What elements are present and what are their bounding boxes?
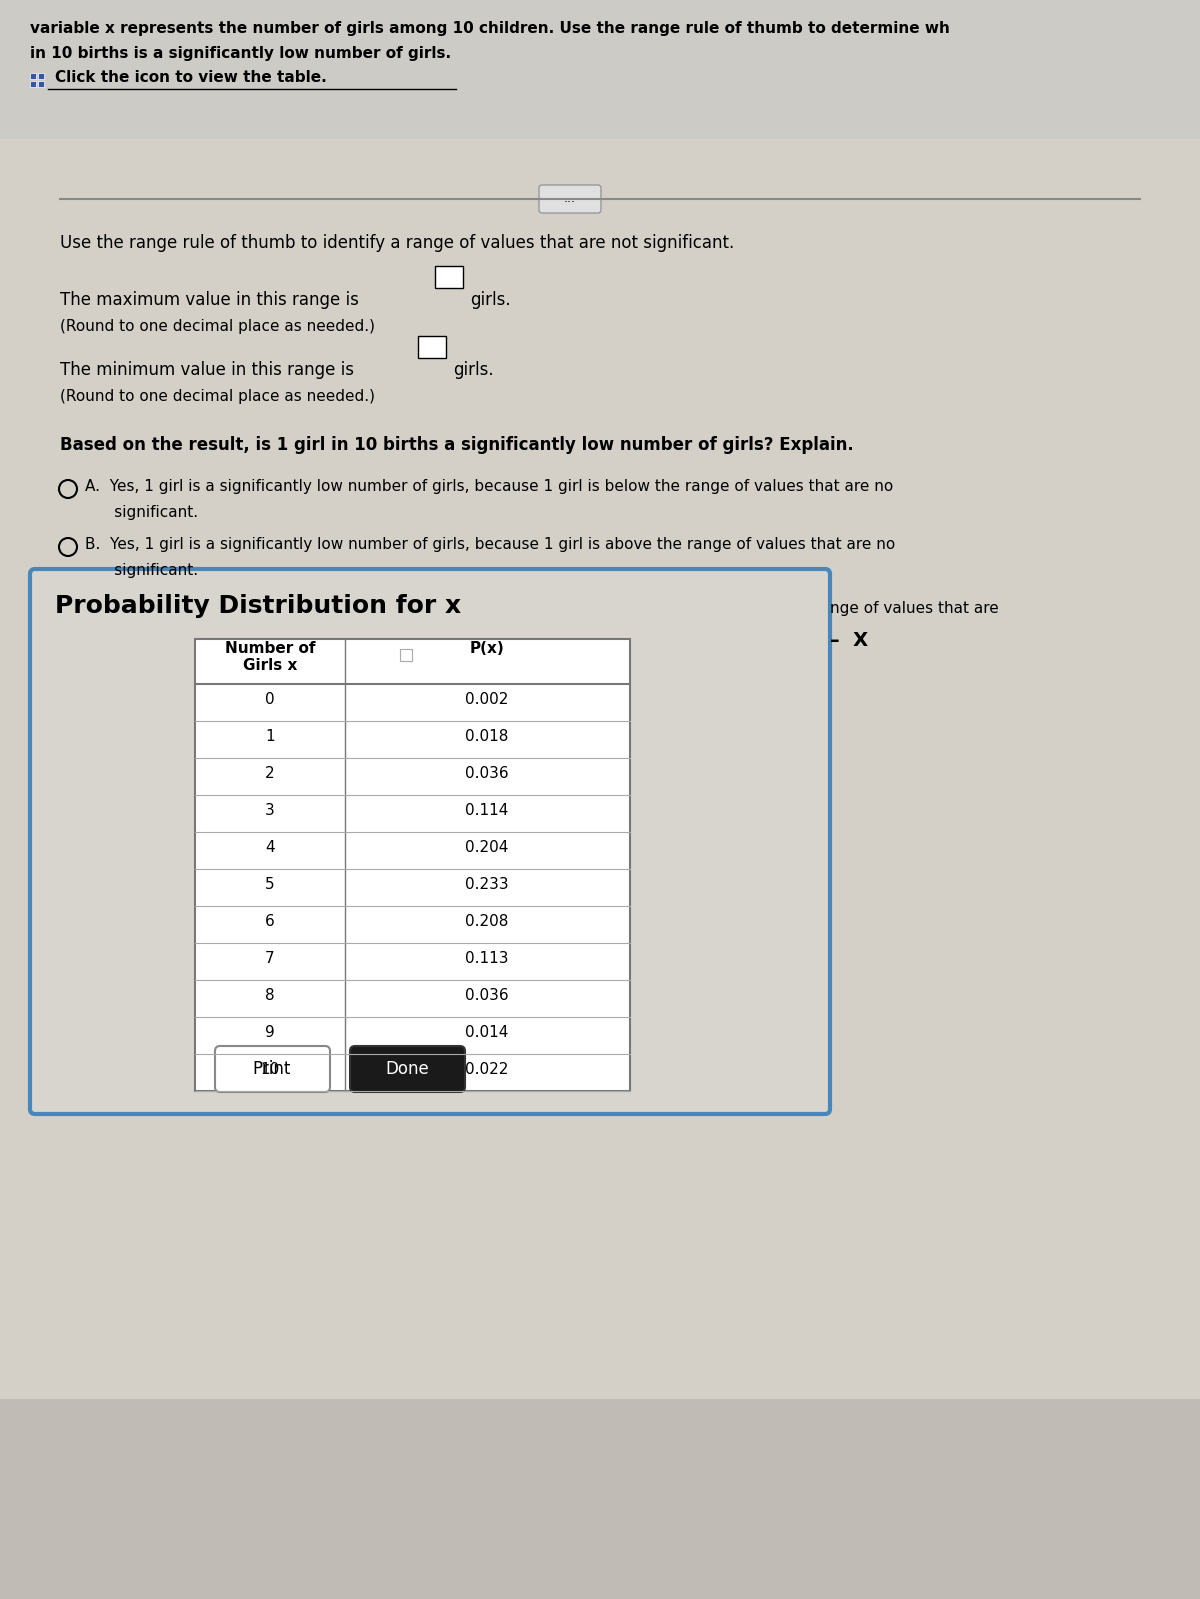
Text: nge of values that are: nge of values that are [830,601,998,616]
Text: Done: Done [385,1060,428,1078]
Text: 1: 1 [265,729,275,744]
FancyBboxPatch shape [30,569,830,1115]
Text: P(x): P(x) [469,641,504,656]
FancyBboxPatch shape [350,1046,466,1092]
Text: 6: 6 [265,915,275,929]
Text: 0: 0 [265,692,275,707]
FancyBboxPatch shape [539,185,601,213]
Text: Probability Distribution for x: Probability Distribution for x [55,593,461,617]
Text: girls.: girls. [470,291,511,309]
Text: 0.018: 0.018 [466,729,509,744]
FancyBboxPatch shape [38,82,44,86]
Text: (Round to one decimal place as needed.): (Round to one decimal place as needed.) [60,389,374,405]
Text: Print: Print [253,1060,292,1078]
Text: Click the icon to view the table.: Click the icon to view the table. [55,69,326,85]
Text: B.  Yes, 1 girl is a significantly low number of girls, because 1 girl is above : B. Yes, 1 girl is a significantly low nu… [85,537,895,552]
FancyBboxPatch shape [0,1399,1200,1599]
FancyBboxPatch shape [0,0,1200,139]
FancyBboxPatch shape [436,265,463,288]
FancyBboxPatch shape [194,640,630,1091]
Text: A.  Yes, 1 girl is a significantly low number of girls, because 1 girl is below : A. Yes, 1 girl is a significantly low nu… [85,480,893,494]
Text: 0.113: 0.113 [466,951,509,966]
Text: (Round to one decimal place as needed.): (Round to one decimal place as needed.) [60,318,374,334]
Text: 0.204: 0.204 [466,839,509,855]
Text: 8: 8 [265,988,275,1003]
Text: 2: 2 [265,766,275,780]
Text: 0.022: 0.022 [466,1062,509,1078]
Text: The minimum value in this range is: The minimum value in this range is [60,361,354,379]
Text: 0.036: 0.036 [466,988,509,1003]
FancyBboxPatch shape [418,336,446,358]
Text: ...: ... [564,192,576,206]
Text: in 10 births is a significantly low number of girls.: in 10 births is a significantly low numb… [30,46,451,61]
Text: significant.: significant. [85,563,198,577]
FancyBboxPatch shape [38,74,44,78]
FancyBboxPatch shape [0,139,1200,1599]
Text: 4: 4 [265,839,275,855]
Text: Number of
Girls x: Number of Girls x [224,641,316,673]
Text: variable x represents the number of girls among 10 children. Use the range rule : variable x represents the number of girl… [30,21,950,37]
Text: girls.: girls. [454,361,493,379]
Text: 0.036: 0.036 [466,766,509,780]
FancyBboxPatch shape [215,1046,330,1092]
Text: Based on the result, is 1 girl in 10 births a significantly low number of girls?: Based on the result, is 1 girl in 10 bir… [60,437,853,454]
Text: –  X: – X [830,632,868,651]
Text: 0.002: 0.002 [466,692,509,707]
Text: 5: 5 [265,876,275,892]
Text: 10: 10 [260,1062,280,1078]
FancyBboxPatch shape [400,649,412,660]
Text: 0.233: 0.233 [466,876,509,892]
Text: Use the range rule of thumb to identify a range of values that are not significa: Use the range rule of thumb to identify … [60,233,734,253]
Text: 9: 9 [265,1025,275,1039]
Text: The maximum value in this range is: The maximum value in this range is [60,291,359,309]
Text: 3: 3 [265,803,275,819]
Text: 0.014: 0.014 [466,1025,509,1039]
FancyBboxPatch shape [30,74,36,78]
Text: significant.: significant. [85,505,198,520]
Text: 0.114: 0.114 [466,803,509,819]
Text: 7: 7 [265,951,275,966]
Text: 0.208: 0.208 [466,915,509,929]
FancyBboxPatch shape [30,82,36,86]
